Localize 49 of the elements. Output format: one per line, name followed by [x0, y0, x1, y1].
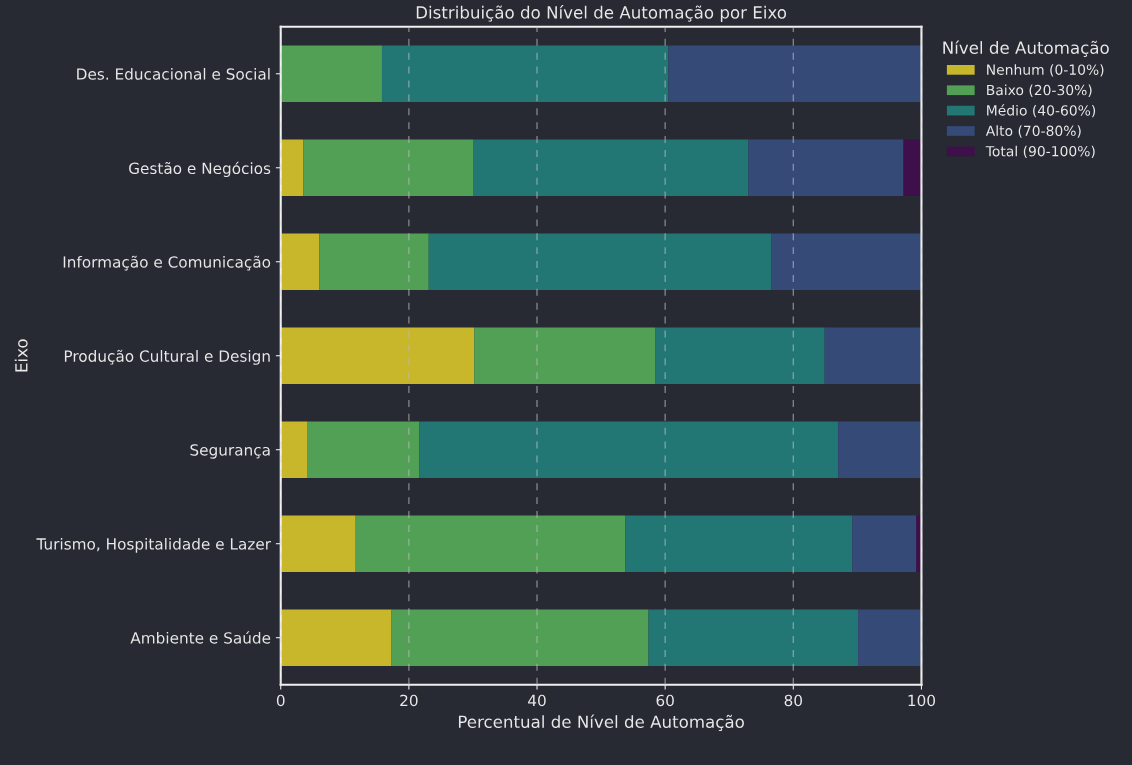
bar — [473, 139, 749, 196]
bar — [303, 139, 474, 196]
bar — [824, 327, 922, 384]
x-tick-label: 0 — [276, 694, 285, 707]
bar — [280, 139, 304, 196]
bar — [280, 327, 475, 384]
bar — [280, 515, 356, 572]
bar — [355, 515, 626, 572]
x-tick-label: 100 — [908, 694, 936, 707]
y-tick-label: Informação e Comunicação — [63, 255, 271, 271]
bar — [474, 327, 656, 384]
bar — [428, 233, 772, 290]
bar — [858, 609, 921, 666]
legend-title: Nível de Automação — [943, 40, 1109, 57]
bar — [852, 515, 917, 572]
bar — [838, 421, 922, 478]
x-tick-label: 60 — [656, 694, 674, 707]
bar — [419, 421, 839, 478]
legend-label: Nenhum (0-10%) — [987, 64, 1104, 77]
y-tick-label: Produção Cultural e Design — [64, 349, 270, 365]
legend-label: Baixo (20-30%) — [987, 84, 1092, 97]
bar — [381, 45, 669, 102]
legend-label: Alto (70-80%) — [985, 125, 1081, 138]
bar — [307, 421, 420, 478]
y-tick-label: Segurança — [190, 444, 270, 459]
legend-label: Médio (40-60%) — [987, 104, 1096, 118]
bar — [280, 609, 392, 666]
legend-label: Total (90-100%) — [985, 145, 1095, 159]
y-tick-label: Gestão e Negócios — [129, 161, 271, 178]
bar — [668, 45, 922, 102]
x-tick-label: 80 — [784, 694, 803, 707]
bar — [771, 233, 922, 290]
bar — [391, 609, 649, 666]
chart-title: Distribuição do Nível de Automação por Eixo — [416, 5, 787, 22]
bar — [280, 45, 382, 102]
x-axis-title: Percentual de Nível de Automação — [458, 714, 744, 732]
y-tick-label: Ambiente e Saúde — [130, 631, 271, 644]
x-tick-label: 20 — [400, 694, 418, 707]
bar — [655, 327, 825, 384]
y-axis-title: Eixo — [14, 339, 28, 372]
y-tick-label: Turismo, Hospitalidade e Lazer — [36, 537, 272, 553]
bar — [280, 233, 320, 290]
bar — [280, 421, 308, 478]
bar — [748, 139, 904, 196]
bar — [319, 233, 429, 290]
y-tick-label: Des. Educacional e Social — [77, 67, 270, 80]
x-tick-label: 40 — [528, 694, 546, 707]
bar — [648, 609, 859, 666]
bar — [625, 515, 853, 572]
